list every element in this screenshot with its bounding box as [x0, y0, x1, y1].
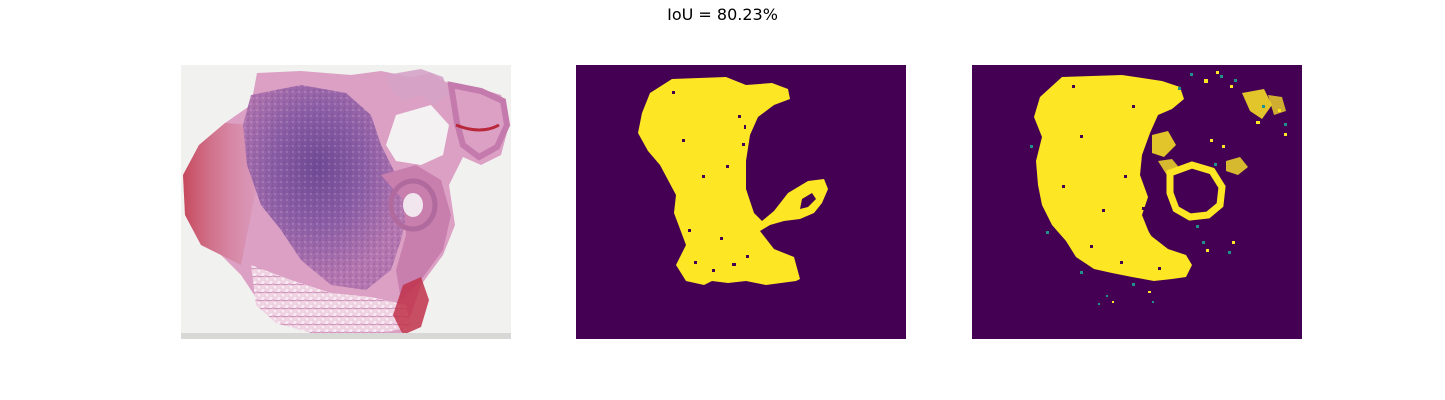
gt-speck	[738, 115, 741, 118]
gt-speck	[746, 255, 749, 258]
slide-bottom-edge	[181, 333, 511, 339]
pred-foreground-speckles	[1112, 71, 1287, 303]
lower-right-hemorrhage	[393, 277, 429, 335]
gt-speck	[682, 139, 685, 142]
pred-fragment	[1122, 221, 1152, 249]
pred-fragment	[1268, 95, 1286, 115]
gt-speck	[702, 175, 705, 178]
pred-hole	[1184, 187, 1200, 203]
gt-speck	[712, 269, 715, 272]
ground-truth-foreground	[638, 77, 828, 285]
pred-holes	[1062, 85, 1161, 270]
he-image-canvas	[181, 65, 511, 339]
pred-fragment	[1152, 131, 1176, 157]
pred-edge-noise	[1030, 73, 1287, 305]
pred-fragment	[1226, 157, 1248, 175]
pred-fragment	[1242, 89, 1272, 119]
fragment-red-edge	[455, 123, 500, 132]
ring-structure	[388, 178, 438, 232]
gt-hole-right	[800, 193, 816, 209]
gt-speck	[732, 263, 736, 266]
gt-speck	[744, 125, 746, 129]
pred-fragment	[1158, 159, 1182, 177]
gt-speck	[694, 261, 697, 264]
gt-speck	[720, 237, 723, 240]
predicted-ring-region	[1166, 161, 1226, 221]
he-stained-tissue-image	[181, 65, 511, 339]
gt-speck	[726, 165, 729, 168]
tissue-gap	[386, 105, 449, 165]
gt-speck	[672, 91, 675, 94]
fragment-top	[386, 69, 449, 105]
ground-truth-mask	[576, 65, 906, 339]
predicted-foreground	[1034, 75, 1192, 281]
ground-truth-mask-canvas	[576, 65, 906, 339]
fragment-loop	[447, 81, 511, 161]
predicted-mask	[972, 65, 1302, 339]
gt-speck	[688, 229, 691, 232]
figure-title: IoU = 80.23%	[667, 5, 778, 24]
left-hemorrhage-region	[183, 123, 261, 265]
ring-lumen	[403, 193, 423, 217]
predicted-mask-canvas	[972, 65, 1302, 339]
gt-speck	[742, 143, 745, 146]
